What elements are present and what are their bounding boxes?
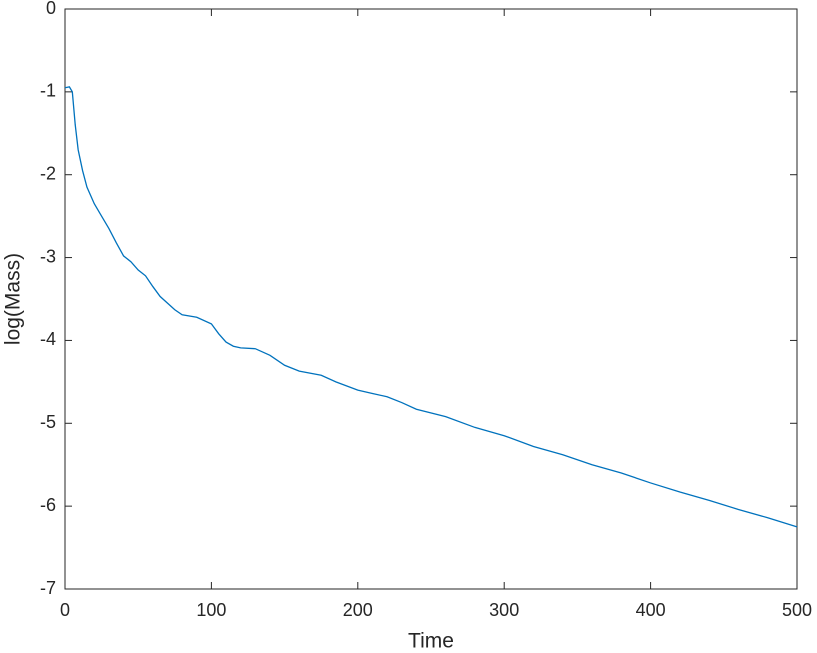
x-tick-label: 100: [196, 600, 226, 620]
y-tick-label: -5: [40, 412, 56, 432]
x-tick-label: 0: [60, 600, 70, 620]
x-axis-label: Time: [408, 630, 454, 653]
x-tick-label: 400: [636, 600, 666, 620]
y-tick-label: -6: [40, 495, 56, 515]
y-tick-label: -1: [40, 81, 56, 101]
x-tick-label: 500: [782, 600, 812, 620]
y-tick-label: -4: [40, 329, 56, 349]
y-axis-label: log(Mass): [2, 253, 25, 345]
y-tick-label: -2: [40, 163, 56, 183]
y-tick-label: -3: [40, 246, 56, 266]
x-tick-label: 200: [343, 600, 373, 620]
axes-box: [64, 8, 798, 590]
y-tick-label: 0: [46, 0, 56, 18]
x-tick-label: 300: [489, 600, 519, 620]
y-tick-label: -7: [40, 578, 56, 598]
data-line: [64, 86, 798, 528]
